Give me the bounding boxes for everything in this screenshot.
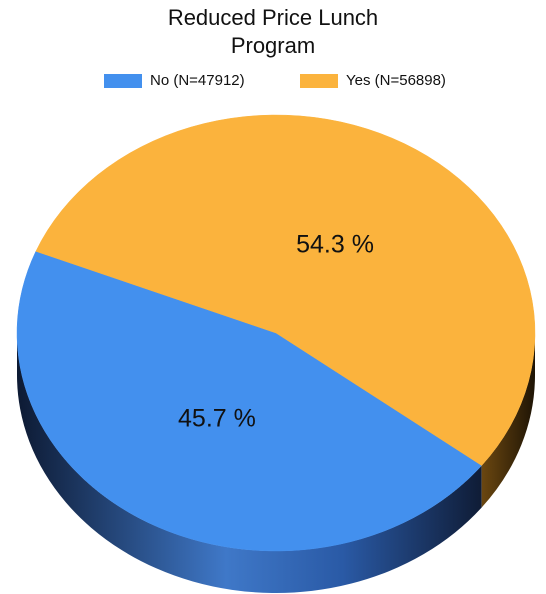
legend-label-no: No (N=47912)	[150, 72, 245, 89]
pie-side-no	[17, 333, 482, 593]
slice-label-no: 45.7 %	[178, 405, 256, 433]
pie-labels: 45.7 % 54.3 %	[178, 231, 374, 433]
legend-item-no: No (N=47912)	[104, 72, 245, 89]
chart-legend: No (N=47912) Yes (N=56898)	[0, 72, 546, 96]
pie-slice-yes	[35, 114, 536, 466]
pie-slice-no	[16, 251, 483, 552]
chart-title-line-2: Program	[230, 33, 316, 58]
slice-label-yes: 54.3 %	[296, 231, 374, 259]
pie-sides	[17, 333, 535, 593]
legend-swatch-no	[104, 73, 142, 88]
pie-tops	[16, 114, 536, 552]
legend-label-yes: Yes (N=56898)	[346, 72, 446, 89]
pie-side-yes	[481, 333, 535, 508]
legend-item-yes: Yes (N=56898)	[300, 72, 446, 89]
legend-swatch-yes	[300, 73, 338, 88]
chart-title: Reduced Price Lunch Program	[0, 4, 546, 60]
chart-title-line-1: Reduced Price Lunch	[167, 5, 379, 30]
